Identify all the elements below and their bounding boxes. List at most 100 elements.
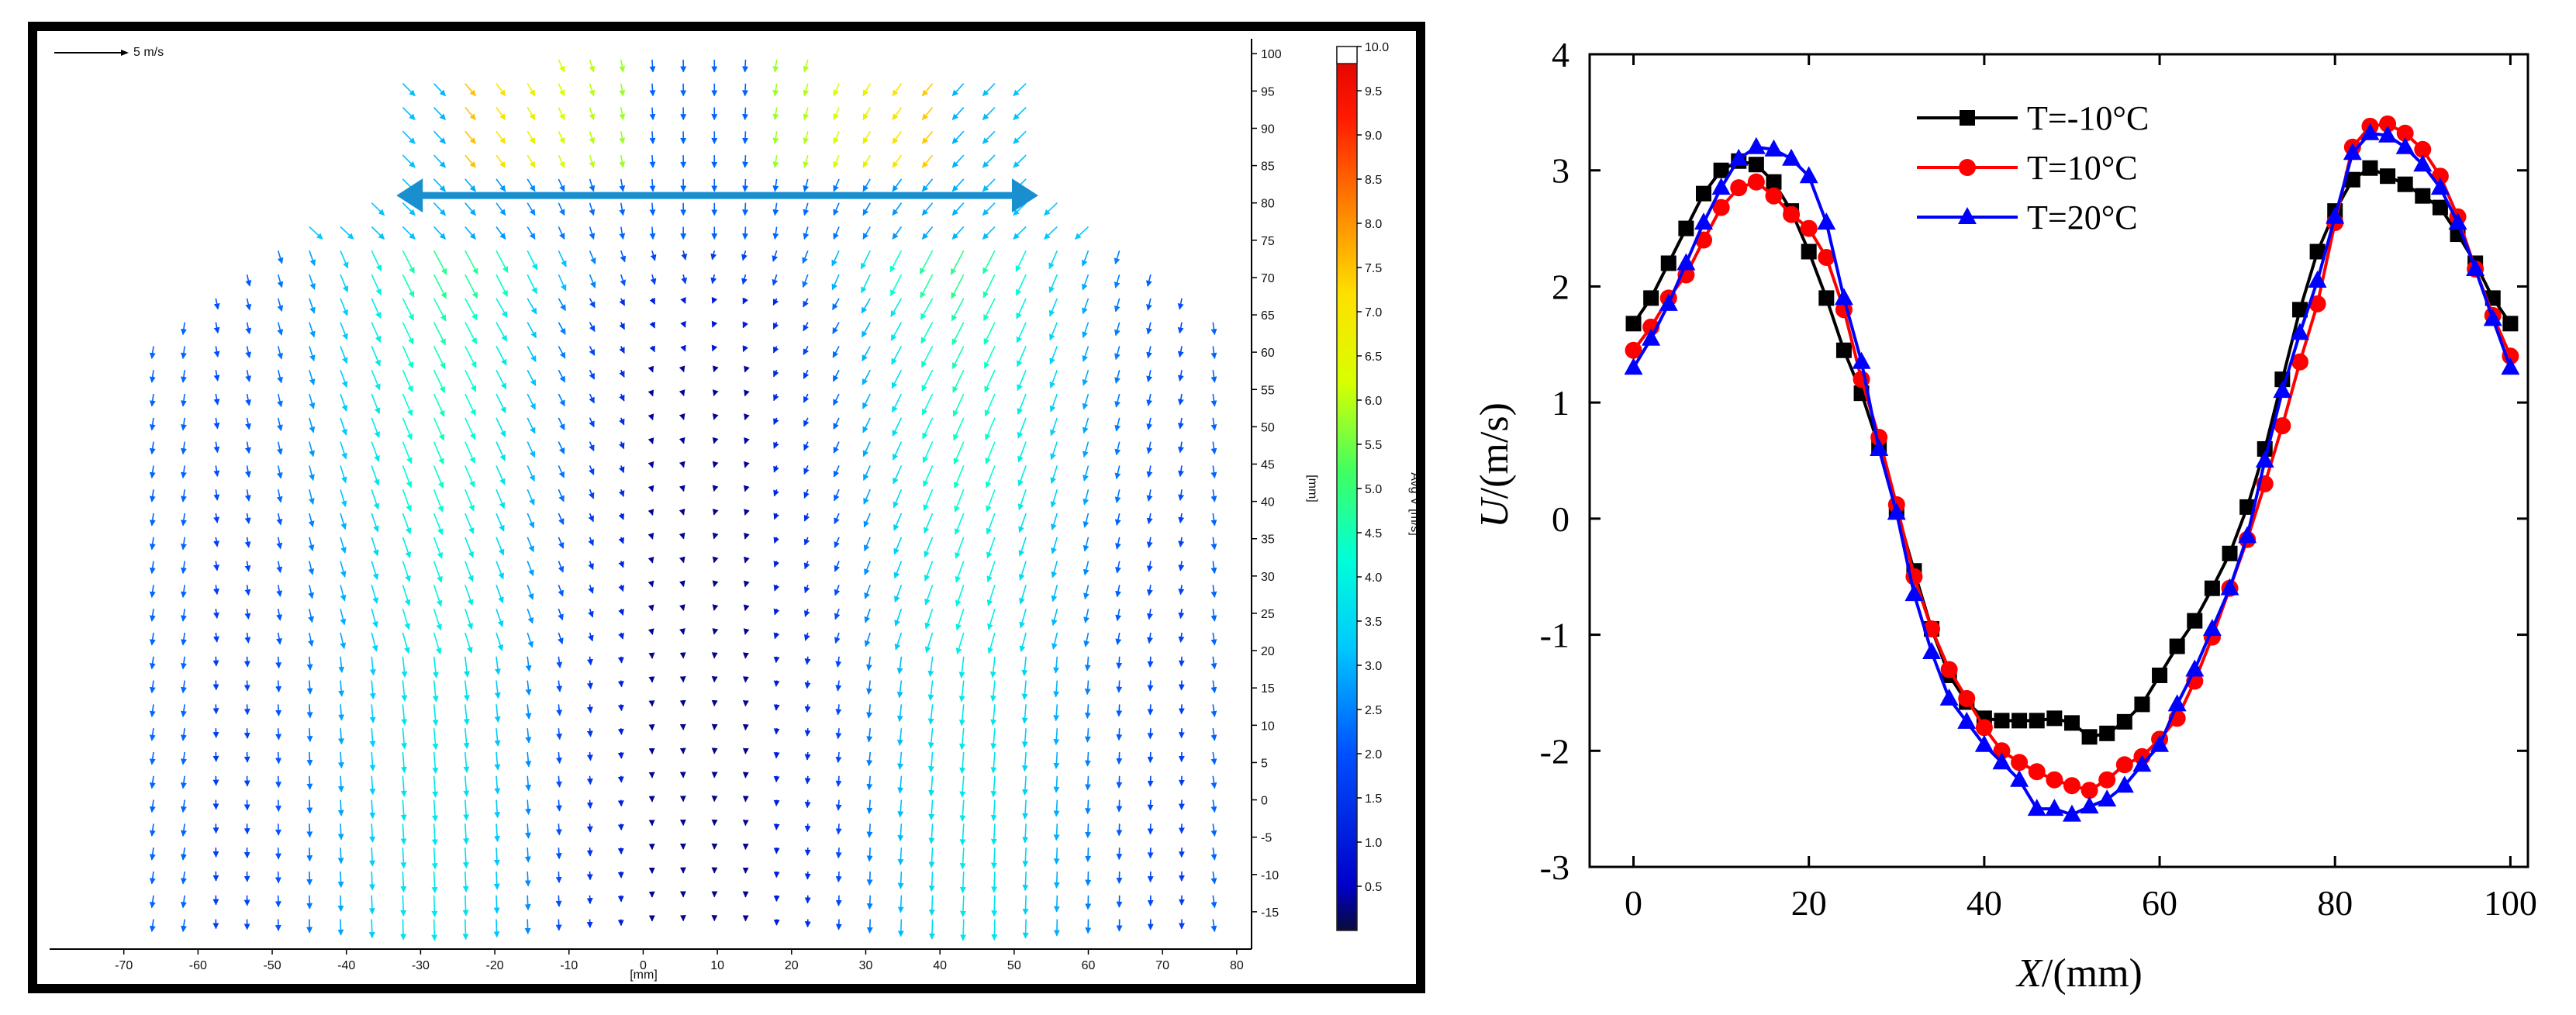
piv-vector [588,561,594,571]
piv-vector [527,632,534,648]
colorbar-tick-label: 1.5 [1365,792,1382,806]
piv-vector [1177,393,1184,406]
piv-vector [340,441,347,460]
piv-vector [558,226,565,240]
piv-vector [803,226,810,240]
piv-vector [558,59,565,73]
piv-vector [1146,441,1153,454]
piv-vector [400,895,407,917]
piv-axes: -70 -60 -50 -40 -30 -20 -10 0 10 20 30 40 50 60 70 8010… [50,39,1282,972]
piv-vector [983,346,996,369]
piv-vector [863,489,871,505]
piv-vector [619,59,626,73]
piv-vector [959,799,966,822]
x-tick-label: 100 [2484,883,2537,923]
piv-vector [804,751,811,761]
colorbar-tick-label: 6.0 [1365,395,1382,408]
piv-vector [401,704,408,726]
piv-vector [951,178,965,192]
piv-vector [400,775,407,797]
piv-vector [306,680,313,695]
piv-vector [433,537,444,559]
piv-vector [243,728,250,740]
piv-y-tick-label: 25 [1261,608,1275,621]
piv-vector [180,871,187,885]
piv-vector [924,537,934,558]
piv-vector [831,298,840,311]
piv-vector [897,848,904,865]
series-marker-triangle [1958,207,1977,224]
piv-vector [245,393,251,406]
piv-vector [922,417,934,440]
piv-vector [985,465,996,489]
piv-vector [402,83,416,97]
series-marker-triangle [2185,659,2205,677]
piv-vector [402,106,416,120]
piv-vector [958,680,965,703]
piv-vector [558,441,565,454]
colorbar-tick-label: 7.0 [1365,306,1382,319]
piv-vector [149,728,156,741]
series-marker-square [2344,171,2360,188]
piv-vector [953,441,965,465]
series-marker-triangle [1676,253,1696,271]
y-axis-title: U/(m/s) [1473,402,1517,528]
legend-item: T=-10°C [1917,99,2149,137]
piv-vector [619,83,626,97]
y-tick-label: 2 [1552,267,1569,306]
piv-vector [982,83,996,97]
series-marker-square [1748,157,1764,173]
piv-vector [338,728,344,745]
piv-vector [402,202,416,216]
series-marker-square [2152,667,2168,683]
piv-vector [496,298,508,318]
piv-vector [1082,417,1089,434]
series-marker-circle [2028,763,2046,781]
piv-vector [402,537,412,558]
piv-vector [989,656,996,678]
piv-vector [432,751,439,775]
piv-vector [890,298,903,317]
piv-vector [401,680,408,702]
piv-vector [180,489,187,502]
piv-vector [921,154,934,168]
piv-vector [1013,106,1027,120]
piv-vector [558,369,566,383]
piv-vector [558,513,565,526]
piv-vector [772,346,779,354]
colorbar: 10.0 9.5 9.0 8.5 8.0 7.5 7.0 6.5 6.0 5.5 5.0 4.5 4.0… [1336,41,1416,931]
piv-vector [835,704,842,716]
series-marker-square [1766,174,1782,190]
piv-vector [773,393,779,402]
piv-vector [1053,848,1060,865]
piv-vector [496,537,505,556]
piv-vector [308,585,315,599]
piv-vector [527,369,537,386]
series-marker-triangle [2273,381,2292,399]
piv-vector [679,532,685,540]
piv-vector [984,369,996,393]
piv-vector [525,775,532,792]
piv-vector [1085,871,1092,886]
piv-vector [1016,322,1027,344]
piv-vector [309,346,316,362]
piv-vector [835,680,842,692]
piv-vector [243,704,250,716]
series-marker-circle [2063,777,2080,795]
piv-x-tick-label: -40 [337,959,355,972]
piv-vector [955,632,965,654]
piv-vector [432,704,439,727]
piv-vector [586,704,593,713]
piv-vector [244,561,251,572]
series-line [1632,159,2512,739]
piv-vector [921,130,934,144]
piv-vector [861,322,871,338]
piv-vector [402,417,413,440]
piv-vector [959,871,966,893]
series-marker-square [2046,710,2063,727]
piv-vector [892,178,903,192]
piv-y-tick-label: 90 [1261,123,1275,136]
piv-vector [1015,250,1027,272]
piv-vector [555,895,562,907]
piv-vector [1210,609,1217,622]
